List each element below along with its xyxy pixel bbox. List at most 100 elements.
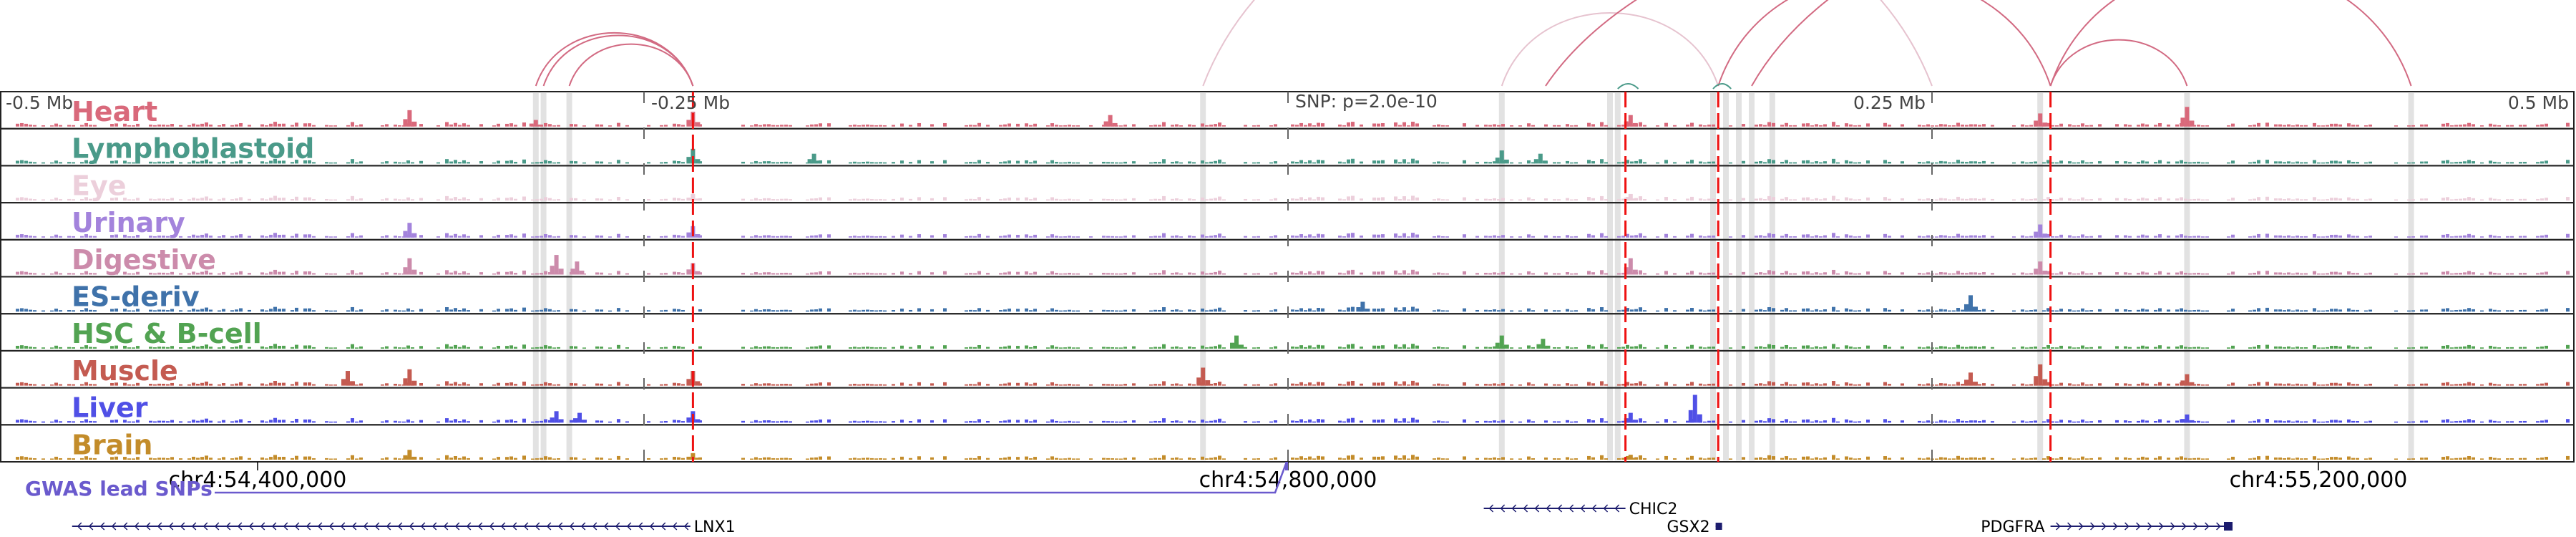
signal-bar xyxy=(2441,420,2445,423)
signal-bar xyxy=(1244,347,1247,349)
signal-bar xyxy=(187,125,191,127)
signal-bar xyxy=(1823,161,1827,164)
signal-bar xyxy=(2356,309,2359,312)
signal-bar xyxy=(2192,198,2196,201)
signal-bar xyxy=(1742,124,1745,127)
signal-bar xyxy=(1531,310,1535,312)
signal-bar xyxy=(1046,310,1050,312)
signal-bar xyxy=(1626,344,1629,349)
signal-bar xyxy=(308,382,311,386)
signal-bar xyxy=(1952,458,1956,460)
signal-bar xyxy=(1712,272,1715,275)
signal-bar xyxy=(1819,273,1823,275)
signal-bar xyxy=(1218,455,1221,460)
signal-bar xyxy=(969,458,972,460)
strand-arrow xyxy=(2205,522,2210,531)
snp-pvalue-label: SNP: p=2.0e-10 xyxy=(1295,91,1438,112)
signal-bar xyxy=(2407,347,2411,349)
signal-bar xyxy=(1952,347,1956,349)
signal-bar xyxy=(20,382,24,386)
signal-bar xyxy=(1690,160,1694,164)
signal-bar xyxy=(1377,160,1380,164)
signal-bar xyxy=(1810,125,1814,127)
signal-bar xyxy=(2356,458,2359,460)
signal-bar xyxy=(1991,384,1994,386)
signal-bar xyxy=(2364,347,2368,349)
signal-peak xyxy=(1356,307,1361,312)
signal-bar xyxy=(1922,347,1926,349)
signal-bar xyxy=(2454,458,2458,460)
signal-bar xyxy=(381,310,384,312)
signal-bar xyxy=(1901,124,1904,127)
signal-bar xyxy=(2334,198,2338,201)
signal-bar xyxy=(1304,310,1307,312)
signal-bar xyxy=(84,345,88,349)
signal-bar xyxy=(1965,125,1968,127)
signal-bar xyxy=(239,456,243,460)
signal-bar xyxy=(2227,458,2230,460)
track-label: HSC & B-cell xyxy=(72,318,262,349)
signal-bar xyxy=(2347,271,2351,275)
signal-bar xyxy=(1935,199,1938,201)
signal-bar xyxy=(385,198,389,201)
signal-bar xyxy=(84,271,88,275)
signal-peak xyxy=(1536,344,1541,349)
signal-bar xyxy=(462,197,466,201)
signal-bar xyxy=(1132,124,1136,127)
signal-bar xyxy=(67,125,71,127)
signal-peak xyxy=(1541,339,1546,349)
signal-bar xyxy=(2407,384,2411,386)
signal-bar xyxy=(2566,419,2570,423)
signal-bar xyxy=(2175,383,2179,386)
signal-bar xyxy=(1772,271,1775,275)
signal-bar xyxy=(230,162,234,164)
signal-bar xyxy=(1961,161,1964,164)
signal-bar xyxy=(2519,309,2522,312)
signal-bar xyxy=(1922,236,1926,238)
signal-bar xyxy=(2283,236,2286,238)
signal-bar xyxy=(1463,419,1466,423)
signal-bar xyxy=(1072,162,1075,164)
signal-bar xyxy=(1901,457,1904,460)
signal-bar xyxy=(2059,382,2063,386)
signal-bar xyxy=(1377,382,1380,386)
signal-bar xyxy=(2291,273,2295,275)
signal-bar xyxy=(2394,162,2398,164)
signal-bar xyxy=(1767,381,1771,386)
signal-bar xyxy=(509,456,513,460)
signal-bar xyxy=(33,236,36,238)
signal-bar xyxy=(454,382,457,386)
signal-bar xyxy=(1939,198,1943,201)
signal-bar xyxy=(2085,199,2089,201)
signal-bar xyxy=(1123,273,1127,275)
signal-bar xyxy=(265,125,268,127)
signal-bar xyxy=(1617,125,1621,127)
strand-arrow xyxy=(1580,504,1586,513)
signal-bar xyxy=(789,236,792,238)
signal-bar xyxy=(2566,382,2570,386)
signal-bar xyxy=(1810,236,1814,238)
signal-bar xyxy=(2317,347,2321,349)
signal-bar xyxy=(1785,160,1788,164)
signal-bar xyxy=(1360,124,1363,127)
signal-bar xyxy=(819,345,822,349)
signal-bar xyxy=(750,273,753,275)
signal-bar xyxy=(1621,309,1625,312)
signal-bar xyxy=(806,347,809,349)
signal-bar xyxy=(1600,381,1604,386)
signal-bar xyxy=(1686,458,1689,460)
signal-bar xyxy=(1948,458,1951,460)
signal-bar xyxy=(965,162,968,164)
signal-bar xyxy=(402,162,406,164)
signal-bar xyxy=(192,198,195,201)
signal-bar xyxy=(1888,273,1891,275)
signal-peak xyxy=(1538,153,1543,164)
signal-bar xyxy=(1501,457,1505,460)
signal-bar xyxy=(136,198,140,201)
signal-bar xyxy=(1712,198,1715,201)
signal-peak xyxy=(579,271,585,275)
signal-bar xyxy=(2274,235,2278,238)
signal-bar xyxy=(454,197,457,201)
signal-bar xyxy=(1115,236,1118,238)
signal-bar xyxy=(1441,347,1445,349)
